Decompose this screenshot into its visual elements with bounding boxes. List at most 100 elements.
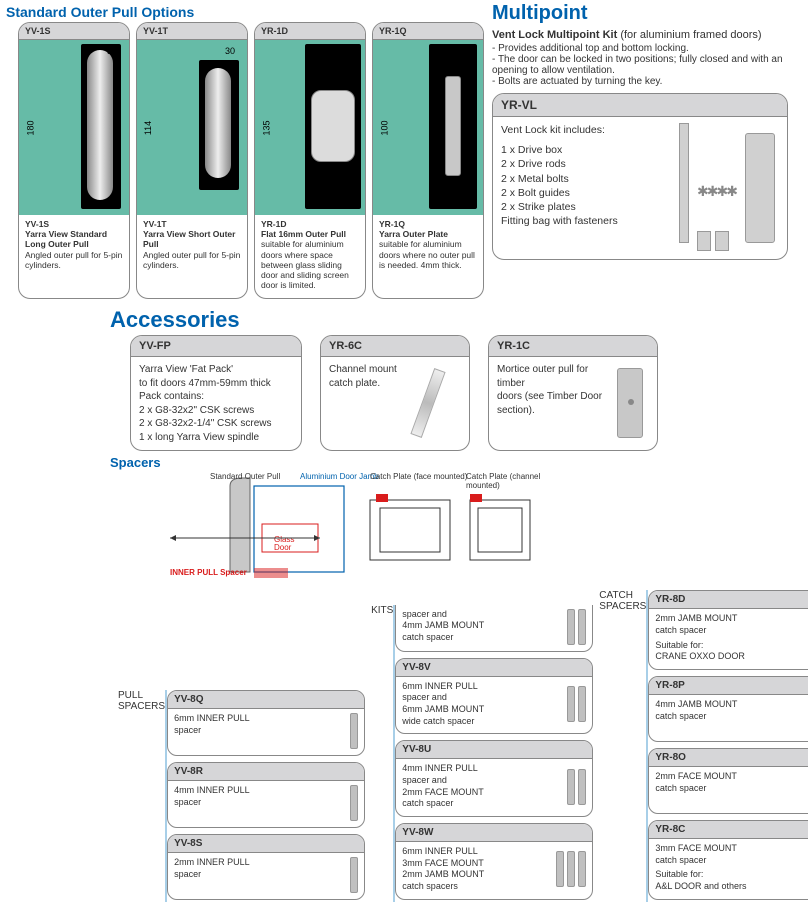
line: Pack contains: bbox=[139, 390, 272, 404]
card-text: 4mm INNER PULL spacer bbox=[174, 785, 344, 821]
card-text: Yarra View 'Fat Pack' to fit doors 47mm-… bbox=[139, 363, 272, 444]
dim-top: 18 bbox=[461, 46, 471, 56]
col-label: PULL SPACERS bbox=[118, 690, 165, 902]
card-code: YV-8S bbox=[168, 835, 364, 853]
line: 1 x long Yarra View spindle bbox=[139, 431, 272, 445]
card-code: YV-1T bbox=[143, 219, 241, 229]
accessory-card: YR-6C Channel mount catch plate. bbox=[320, 335, 470, 451]
card-note: Suitable for: A&L DOOR and others bbox=[655, 866, 808, 892]
include-item: 1 x Drive box bbox=[501, 143, 661, 157]
multipoint-graphic: ✱✱✱✱ bbox=[669, 123, 779, 253]
diagram-label: INNER PULL Spacer bbox=[170, 568, 247, 577]
card-code-tab: YV-1T bbox=[137, 23, 247, 40]
spacer-card: YV-8R 4mm INNER PULL spacer bbox=[167, 762, 365, 828]
multipoint-heading: Multipoint bbox=[492, 0, 792, 29]
col-label: KITS bbox=[371, 605, 393, 902]
spacer-card: YV-8U 4mm INNER PULL spacer and 2mm FACE… bbox=[395, 740, 593, 817]
line: to fit doors 47mm-59mm thick bbox=[139, 377, 272, 391]
card-text: 6mm INNER PULL spacer bbox=[174, 713, 344, 749]
mortice-plate-icon bbox=[612, 363, 649, 443]
include-item: 2 x Bolt guides bbox=[501, 186, 661, 200]
spacer-card: YV-8W 6mm INNER PULL 3mm FACE MOUNT 2mm … bbox=[395, 823, 593, 900]
spacer-columns: PULL SPACERS YV-8Q 6mm INNER PULL spacer… bbox=[0, 590, 808, 902]
include-item: 2 x Metal bolts bbox=[501, 172, 661, 186]
multipoint-subtitle-rest: (for aluminium framed doors) bbox=[617, 29, 761, 41]
card-code-tab: YR-1D bbox=[255, 23, 365, 40]
card-code: YR-6C bbox=[321, 336, 469, 357]
card-desc: suitable for aluminium doors where no ou… bbox=[379, 239, 475, 269]
card-code: YR-8D bbox=[649, 591, 808, 609]
accessories-row: YV-FP Yarra View 'Fat Pack' to fit doors… bbox=[0, 335, 808, 451]
card-name: Flat 16mm Outer Pull bbox=[261, 229, 359, 239]
include-item: 2 x Strike plates bbox=[501, 200, 661, 214]
bullet: The door can be locked in two positions;… bbox=[492, 54, 792, 76]
card-code: YR-8O bbox=[649, 749, 808, 767]
spacer-card-partial: spacer and 4mm JAMB MOUNT catch spacer bbox=[395, 605, 593, 652]
card-desc: Angled outer pull for 5-pin cylinders. bbox=[25, 250, 122, 270]
bullet: Bolts are actuated by turning the key. bbox=[492, 76, 792, 87]
diagram-label: Standard Outer Pull bbox=[210, 472, 280, 481]
card-text: Channel mount catch plate. bbox=[329, 363, 397, 443]
diagram-label: Catch Plate (face mounted) bbox=[370, 472, 467, 481]
multipoint-box: YR-VL Vent Lock kit includes: 1 x Drive … bbox=[492, 93, 788, 260]
dim-vertical: 135 bbox=[262, 120, 272, 135]
card-code: YR-8P bbox=[649, 677, 808, 695]
accessories-heading: Accessories bbox=[0, 299, 808, 335]
product-card: YR-1Q 100 18 YR-1Q Yarra Outer Plate sui… bbox=[372, 22, 484, 299]
diagram-label: Aluminium Door Jamb bbox=[300, 472, 379, 481]
card-image: 114 30 bbox=[137, 40, 247, 215]
catch-spacers-col: CATCH SPACERS YR-8D 2mm JAMB MOUNT catch… bbox=[599, 590, 808, 902]
card-text: 3mm FACE MOUNT catch spacer bbox=[655, 843, 737, 865]
line: catch plate. bbox=[329, 377, 397, 391]
spacer-card: YV-8S 2mm INNER PULL spacer bbox=[167, 834, 365, 900]
dim-top: 78 bbox=[327, 46, 337, 56]
diagram-label: Catch Plate (channel mounted) bbox=[466, 472, 562, 490]
card-code-tab: YR-1Q bbox=[373, 23, 483, 40]
accessory-card: YV-FP Yarra View 'Fat Pack' to fit doors… bbox=[130, 335, 302, 451]
dim-vertical: 180 bbox=[26, 120, 36, 135]
line: Mortice outer pull for timber bbox=[497, 363, 606, 390]
card-code: YV-FP bbox=[131, 336, 301, 357]
card-code: YV-1S bbox=[25, 219, 123, 229]
spacer-card: YV-8Q 6mm INNER PULL spacer bbox=[167, 690, 365, 756]
dim-vertical: 114 bbox=[143, 120, 153, 134]
card-text: 2mm FACE MOUNT catch spacer bbox=[655, 771, 808, 807]
card-code: YV-8R bbox=[168, 763, 364, 781]
card-note: Suitable for: CRANE OXXO DOOR bbox=[655, 637, 808, 663]
svg-text:Door: Door bbox=[274, 543, 292, 552]
dim-top: 30 bbox=[225, 46, 235, 56]
kits-col: KITS spacer and 4mm JAMB MOUNT catch spa… bbox=[371, 605, 593, 902]
card-text: 4mm JAMB MOUNT catch spacer bbox=[655, 699, 808, 735]
card-text: 2mm INNER PULL spacer bbox=[174, 857, 344, 893]
bullet: Provides additional top and bottom locki… bbox=[492, 43, 792, 54]
multipoint-panel: Multipoint Vent Lock Multipoint Kit (for… bbox=[492, 0, 792, 260]
dim-top: 30 bbox=[107, 46, 117, 56]
col-label: CATCH SPACERS bbox=[599, 590, 646, 902]
card-text: 6mm INNER PULL spacer and 6mm JAMB MOUNT… bbox=[402, 681, 561, 728]
card-code: YR-1D bbox=[261, 219, 359, 229]
box-code: YR-VL bbox=[493, 94, 787, 117]
card-code: YV-8U bbox=[396, 741, 592, 759]
product-card: YR-1D 135 78 15 YR-1D Flat 16mm Outer Pu… bbox=[254, 22, 366, 299]
spacer-diagram: Glass Door Standard Outer Pull Aluminium… bbox=[170, 472, 562, 590]
spacer-card: YR-8O 2mm FACE MOUNT catch spacer bbox=[648, 748, 808, 814]
spacer-card: YR-8D 2mm JAMB MOUNT catch spacerSuitabl… bbox=[648, 590, 808, 670]
multipoint-bullets: Provides additional top and bottom locki… bbox=[492, 43, 792, 87]
card-image: 135 78 15 bbox=[255, 40, 365, 215]
include-item: 2 x Drive rods bbox=[501, 157, 661, 171]
dim-vertical: 100 bbox=[380, 120, 390, 135]
card-text: Mortice outer pull for timber doors (see… bbox=[497, 363, 606, 443]
card-code: YR-8C bbox=[649, 821, 808, 839]
line: 2 x G8-32x2-1/4" CSK screws bbox=[139, 417, 272, 431]
product-card: YV-1T 114 30 YV-1T Yarra View Short Oute… bbox=[136, 22, 248, 299]
spacer-card: YR-8C 3mm FACE MOUNT catch spacerSuitabl… bbox=[648, 820, 808, 900]
card-text: 4mm INNER PULL spacer and 2mm FACE MOUNT… bbox=[402, 763, 561, 810]
card-code: YV-8W bbox=[396, 824, 592, 842]
product-card: YV-1S 180 30 YV-1S Yarra View Standard L… bbox=[18, 22, 130, 299]
card-code: YR-1C bbox=[489, 336, 657, 357]
multipoint-subtitle-bold: Vent Lock Multipoint Kit bbox=[492, 29, 617, 41]
card-name: Yarra View Short Outer Pull bbox=[143, 229, 241, 249]
outer-pull-cards: YV-1S 180 30 YV-1S Yarra View Standard L… bbox=[0, 22, 484, 299]
card-text: spacer and 4mm JAMB MOUNT catch spacer bbox=[402, 609, 561, 645]
card-text: 2mm JAMB MOUNT catch spacer bbox=[655, 613, 737, 635]
